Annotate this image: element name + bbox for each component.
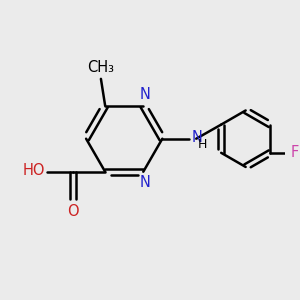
Text: N: N [191, 130, 202, 145]
Text: N: N [139, 175, 150, 190]
Text: F: F [291, 145, 299, 160]
Text: HO: HO [22, 163, 45, 178]
Text: CH₃: CH₃ [87, 61, 114, 76]
Text: N: N [139, 87, 150, 102]
Text: H: H [198, 138, 208, 152]
Text: O: O [67, 204, 79, 219]
